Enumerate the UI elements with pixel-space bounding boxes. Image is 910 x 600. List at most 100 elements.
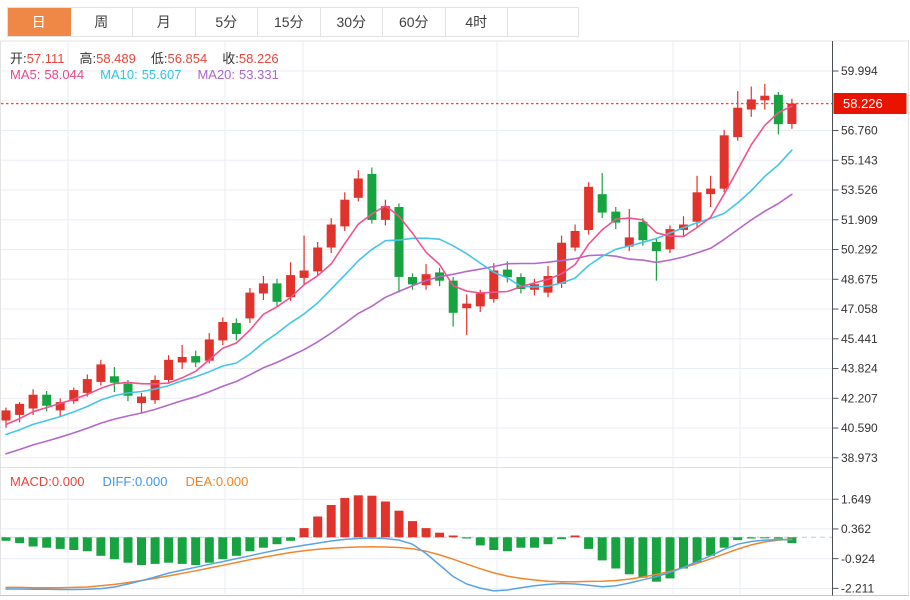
- macd-histogram-bar: [340, 498, 350, 538]
- macd-histogram-bar: [96, 537, 106, 556]
- current-price-tag: [833, 93, 907, 114]
- macd-histogram-bar: [394, 510, 404, 538]
- price-axis-label: 59.994: [841, 64, 878, 78]
- candle-body: [597, 194, 607, 213]
- tab-30min[interactable]: 30分: [321, 8, 383, 36]
- candle-body: [299, 270, 309, 278]
- macd-histogram-bar: [543, 537, 553, 545]
- macd-histogram-bar: [692, 537, 702, 563]
- macd-histogram-bar: [69, 537, 79, 550]
- candle-body: [164, 359, 174, 380]
- ma5-pair: MA5: 58.044: [10, 67, 84, 82]
- ohlc-open-label: 开:: [10, 51, 27, 66]
- candle-body: [448, 280, 458, 313]
- candle-body: [69, 390, 79, 402]
- candle-body: [489, 270, 499, 299]
- ohlc-low-pair: 低:56.854: [151, 51, 207, 66]
- tab-week[interactable]: 周: [71, 8, 133, 36]
- macd-histogram-bar: [15, 537, 25, 544]
- macd-histogram-bar: [746, 537, 756, 539]
- price-axis-label: 40.590: [841, 421, 878, 435]
- price-axis-label: 51.909: [841, 213, 878, 227]
- ma10-value: 55.607: [141, 67, 182, 82]
- candle-body: [746, 99, 756, 110]
- candle-body: [624, 237, 634, 247]
- candle-body: [286, 275, 296, 298]
- macd-legend: MACD:0.000 DIFF:0.000 DEA:0.000: [10, 474, 266, 489]
- candle-body: [313, 247, 323, 272]
- macd-histogram-bar: [299, 528, 309, 538]
- macd-histogram-bar: [164, 537, 174, 563]
- candle-body: [258, 283, 268, 294]
- macd-histogram-bar: [516, 537, 526, 548]
- ohlc-high-label: 高:: [79, 51, 97, 66]
- candle-body: [651, 242, 661, 252]
- macd-histogram-bar: [570, 535, 580, 538]
- macd-histogram-bar: [123, 537, 133, 563]
- ohlc-row: 开:57.111 高:58.489 低:56.854 收:58.226: [10, 48, 294, 67]
- tab-15min[interactable]: 15分: [258, 8, 321, 36]
- macd-histogram-bar: [638, 537, 648, 578]
- diff-pair: DIFF:0.000: [102, 474, 167, 489]
- ma5-value: 58.044: [44, 67, 85, 82]
- macd-histogram-bar: [137, 537, 146, 565]
- macd-histogram-bar: [557, 537, 567, 540]
- ma5-line: [5, 105, 793, 426]
- candle-body: [177, 357, 187, 363]
- tab-month[interactable]: 月: [133, 8, 196, 36]
- candle-body: [55, 402, 65, 411]
- price-axis-label: 48.675: [841, 273, 878, 287]
- price-axis-label: 50.292: [841, 243, 878, 257]
- tab-day[interactable]: 日: [8, 8, 71, 36]
- macd-histogram-bar: [218, 537, 228, 560]
- macd-histogram-bar: [773, 537, 783, 539]
- candle-body: [692, 192, 702, 222]
- timeframe-tabs: 日周月 5分 15分 30分 60分 4时: [7, 7, 579, 37]
- candle-body: [272, 283, 282, 302]
- macd-histogram-bar: [177, 537, 187, 564]
- candle-body: [340, 199, 350, 227]
- ma20-pair: MA20: 53.331: [197, 67, 278, 82]
- macd-histogram-bar: [651, 537, 661, 582]
- candle-body: [137, 396, 146, 403]
- tab-60min[interactable]: 60分: [383, 8, 446, 36]
- candle-body: [733, 107, 743, 138]
- candle-body: [191, 356, 201, 363]
- candle-body: [380, 206, 390, 220]
- macd-histogram-bar: [55, 537, 65, 549]
- candle-body: [408, 277, 417, 285]
- macd-histogram-bar: [530, 537, 539, 548]
- macd-histogram-bar: [245, 537, 255, 552]
- price-axis-label: 53.526: [841, 183, 878, 197]
- macd-histogram-bar: [367, 495, 377, 538]
- diff-label: DIFF:: [102, 474, 135, 489]
- candle-body: [353, 178, 363, 198]
- macd-histogram-bar: [28, 537, 38, 547]
- macd-axis-label: 1.649: [841, 492, 871, 506]
- price-axis-label: 55.143: [841, 154, 878, 168]
- candle-body: [15, 403, 25, 415]
- candle-body: [557, 242, 567, 284]
- ma5-label: MA5:: [10, 67, 41, 82]
- ma10-label: MA10:: [100, 67, 138, 82]
- candle-body: [584, 186, 594, 230]
- ma10-line: [5, 149, 793, 436]
- diff-value: 0.000: [134, 474, 168, 489]
- macd-histogram-bar: [82, 537, 92, 552]
- macd-histogram-bar: [435, 532, 445, 538]
- dea-value: 0.000: [215, 474, 249, 489]
- macd-histogram-bar: [272, 537, 282, 545]
- candle-body: [665, 229, 675, 250]
- tab-4hour[interactable]: 4时: [446, 8, 508, 36]
- ohlc-close-value: 58.226: [238, 51, 279, 66]
- ma20-label: MA20:: [197, 67, 236, 82]
- macd-axis-label: -2.211: [841, 582, 874, 596]
- tab-5min[interactable]: 5分: [196, 8, 258, 36]
- candle-body: [638, 221, 648, 241]
- candle-body: [543, 276, 553, 293]
- current-price-tag-label: 58.226: [843, 96, 883, 111]
- macd-histogram-bar: [760, 537, 770, 539]
- ma20-line: [5, 193, 793, 455]
- ohlc-close-pair: 收:58.226: [222, 51, 278, 66]
